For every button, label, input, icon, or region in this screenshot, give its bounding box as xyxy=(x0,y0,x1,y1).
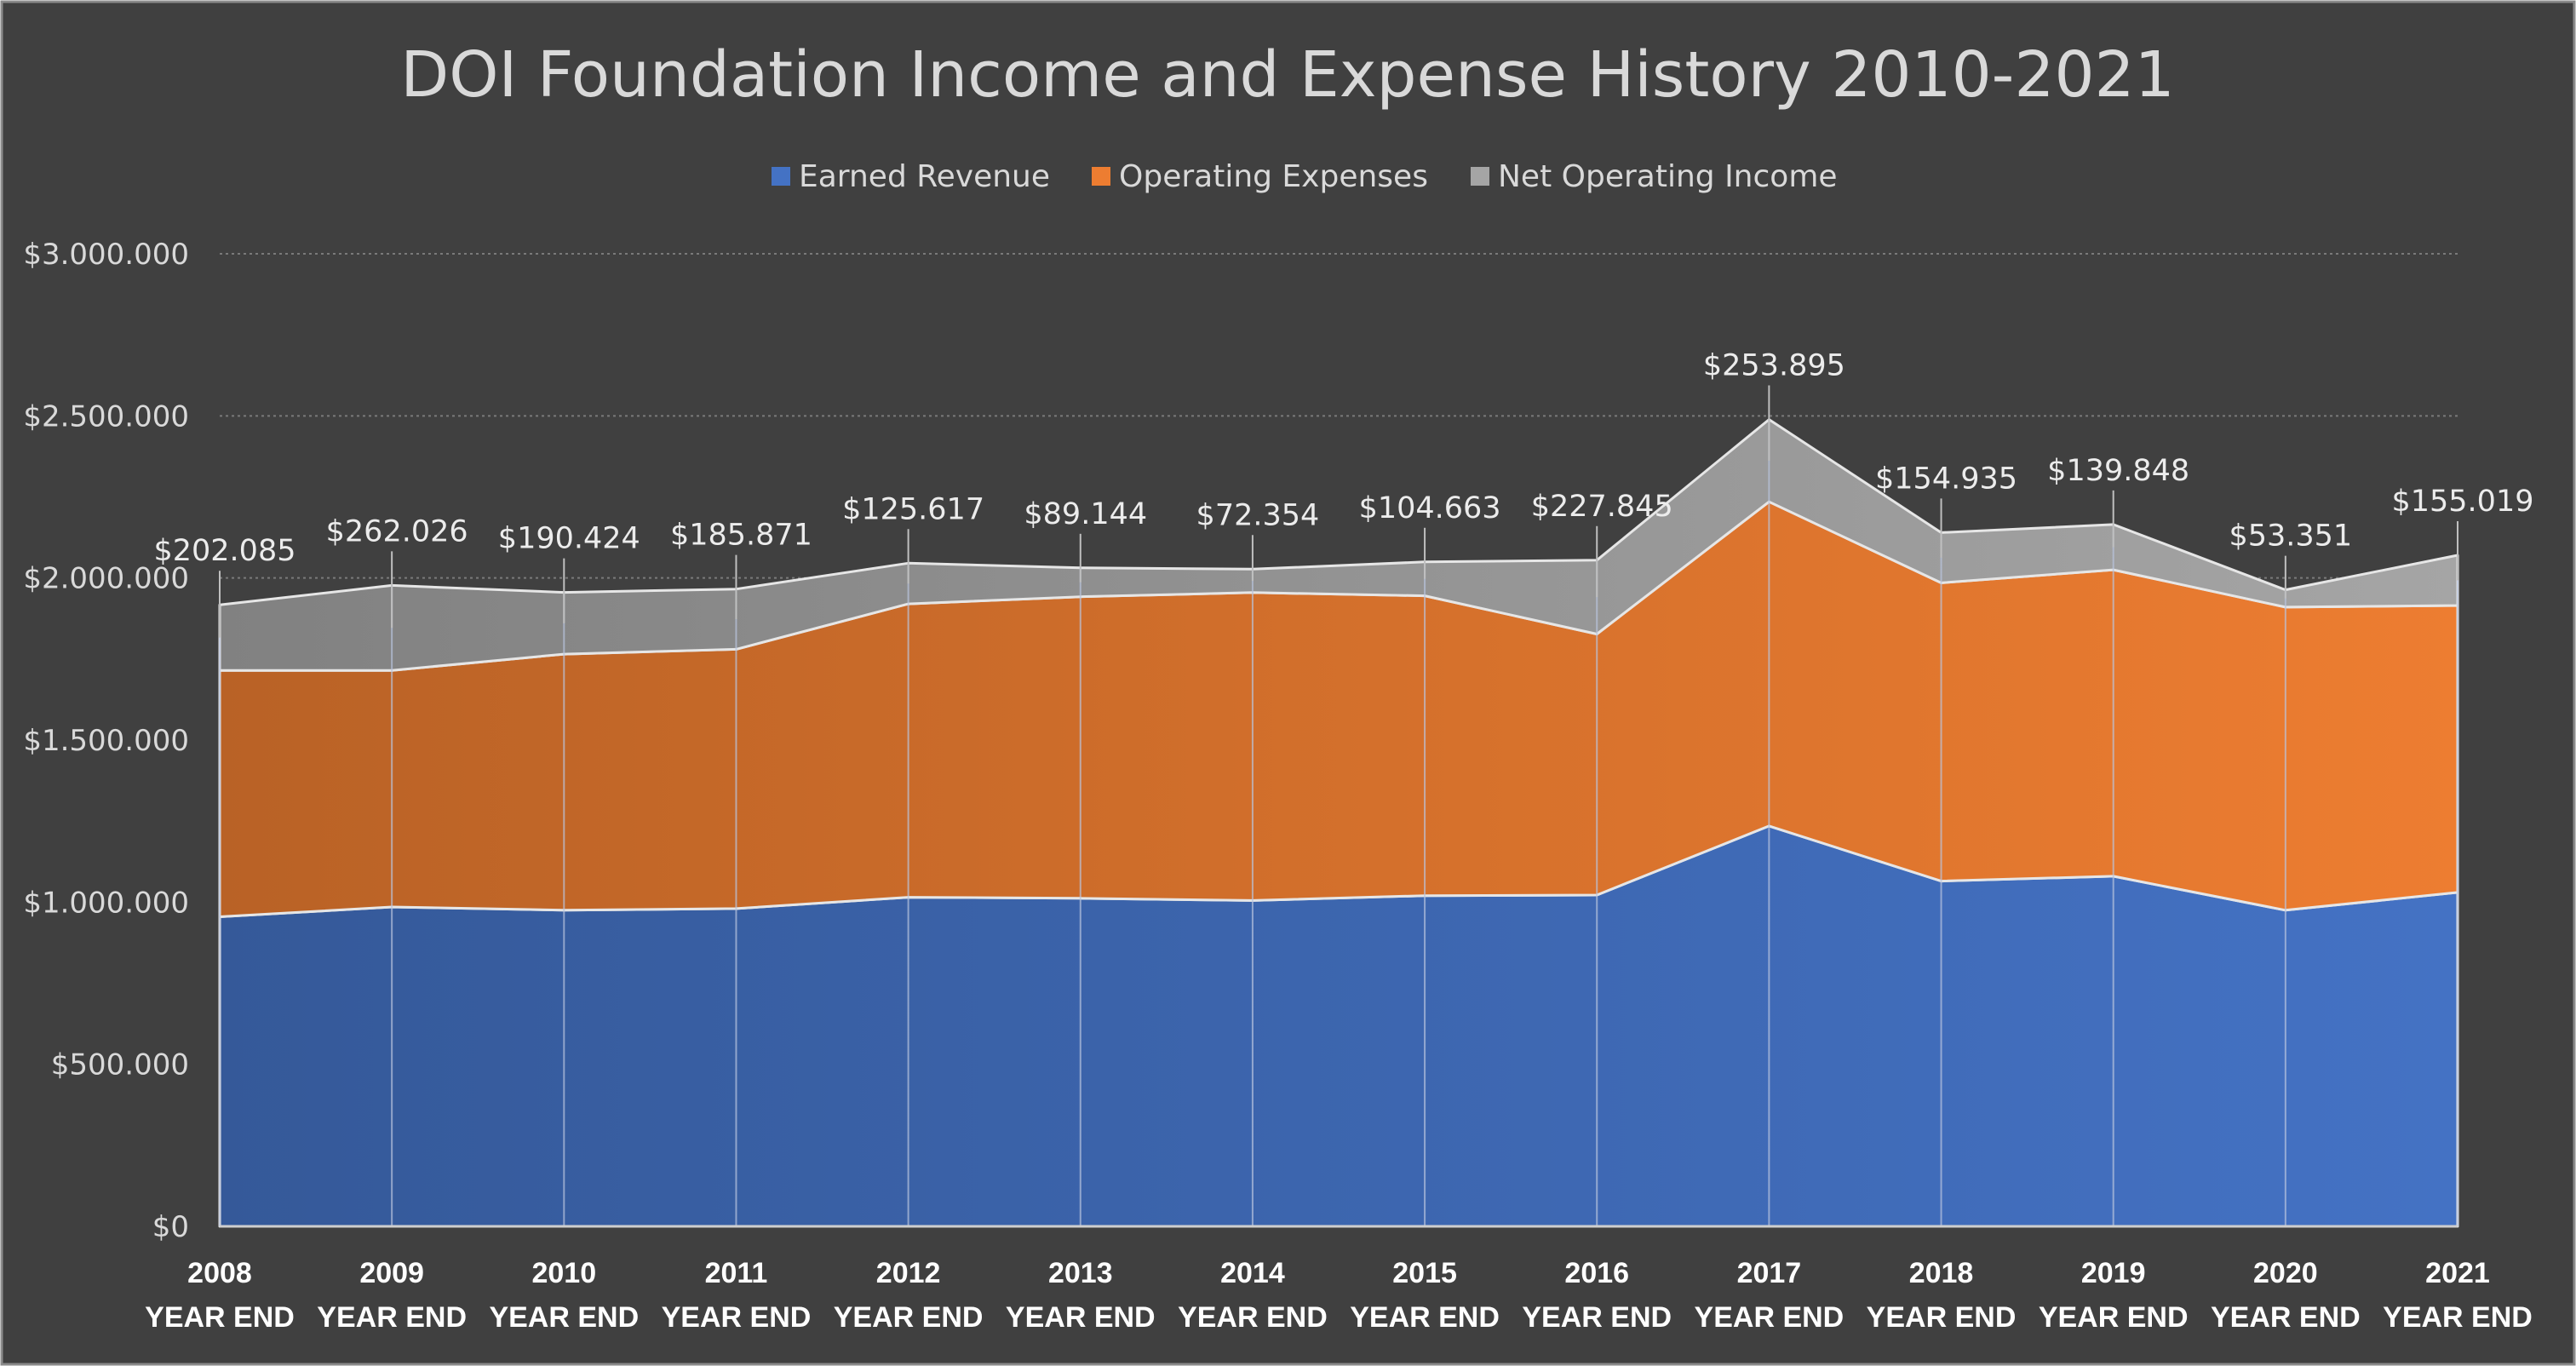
legend-item-operating-expenses[interactable]: Operating Expenses xyxy=(1092,159,1428,194)
x-tick-sublabel: YEAR END xyxy=(317,1301,467,1334)
data-label: $155.019 xyxy=(2391,485,2533,519)
data-label: $154.935 xyxy=(1875,462,2017,496)
x-tick-year: 2018 xyxy=(1909,1257,1974,1289)
chart-title: DOI Foundation Income and Expense Histor… xyxy=(400,38,2174,112)
data-label: $190.424 xyxy=(498,522,640,556)
legend-item-earned-revenue[interactable]: Earned Revenue xyxy=(772,159,1050,194)
legend: Earned Revenue Operating Expenses Net Op… xyxy=(772,159,1838,194)
x-tick-sublabel: YEAR END xyxy=(489,1301,639,1334)
x-tick-year: 2008 xyxy=(187,1257,252,1289)
x-tick-sublabel: YEAR END xyxy=(1006,1301,1156,1334)
legend-swatch-operating-expenses xyxy=(1092,167,1110,186)
x-tick-year: 2016 xyxy=(1564,1257,1629,1289)
x-tick-sublabel: YEAR END xyxy=(1350,1301,1500,1334)
data-label: $202.085 xyxy=(153,534,295,568)
legend-item-net-operating-income[interactable]: Net Operating Income xyxy=(1471,159,1838,194)
y-tick-label: $1.000.000 xyxy=(23,886,189,920)
legend-label-earned-revenue: Earned Revenue xyxy=(799,159,1050,194)
data-label: $139.848 xyxy=(2047,454,2189,488)
x-axis: 2008 YEAR END 2009 YEAR END 2010 YEAR END 2011… xyxy=(145,1257,2533,1334)
data-label: $262.026 xyxy=(326,514,468,548)
data-label: $53.351 xyxy=(2229,519,2352,554)
x-tick-sublabel: YEAR END xyxy=(1695,1301,1845,1334)
x-tick-sublabel: YEAR END xyxy=(834,1301,984,1334)
legend-swatch-earned-revenue xyxy=(772,167,790,186)
data-label: $185.871 xyxy=(670,519,812,553)
data-label: $125.617 xyxy=(842,492,984,526)
data-label: $72.354 xyxy=(1196,498,1320,532)
y-tick-label: $2.000.000 xyxy=(23,562,189,596)
x-tick-year: 2012 xyxy=(876,1257,941,1289)
data-label: $104.663 xyxy=(1359,491,1501,525)
x-tick-sublabel: YEAR END xyxy=(2383,1301,2533,1334)
category-dividers xyxy=(219,419,2458,1228)
data-label: $253.895 xyxy=(1703,349,1845,383)
y-tick-label: $500.000 xyxy=(51,1048,189,1082)
x-tick-year: 2010 xyxy=(531,1257,596,1289)
legend-swatch-net-operating-income xyxy=(1471,167,1489,186)
x-tick-sublabel: YEAR END xyxy=(1522,1301,1672,1334)
data-label: $89.144 xyxy=(1024,497,1147,531)
x-tick-year: 2021 xyxy=(2425,1257,2490,1289)
data-labels: $202.085 $262.026 $190.424 $185.871 $125.617… xyxy=(153,349,2534,638)
y-tick-label: $2.500.000 xyxy=(23,399,189,433)
y-tick-label: $3.000.000 xyxy=(23,238,189,272)
x-tick-year: 2011 xyxy=(705,1257,768,1289)
x-tick-sublabel: YEAR END xyxy=(2039,1301,2189,1334)
x-tick-sublabel: YEAR END xyxy=(2211,1301,2361,1334)
data-label: $227.845 xyxy=(1531,490,1673,524)
legend-label-net-operating-income: Net Operating Income xyxy=(1498,159,1838,194)
x-tick-year: 2014 xyxy=(1220,1257,1285,1289)
x-tick-sublabel: YEAR END xyxy=(1178,1301,1328,1334)
x-tick-year: 2019 xyxy=(2081,1257,2146,1289)
x-tick-year: 2020 xyxy=(2253,1257,2318,1289)
x-tick-sublabel: YEAR END xyxy=(662,1301,812,1334)
y-axis: $0 $500.000 $1.000.000 $1.500.000 $2.000.000… xyxy=(23,238,189,1244)
x-tick-year: 2009 xyxy=(359,1257,424,1289)
x-tick-sublabel: YEAR END xyxy=(1867,1301,2017,1334)
legend-label-operating-expenses: Operating Expenses xyxy=(1119,159,1428,194)
plot-areas xyxy=(218,418,2459,1228)
y-tick-label: $0 xyxy=(152,1210,189,1244)
y-tick-label: $1.500.000 xyxy=(23,724,189,758)
x-tick-year: 2017 xyxy=(1737,1257,1802,1289)
x-tick-sublabel: YEAR END xyxy=(145,1301,295,1334)
x-tick-year: 2013 xyxy=(1048,1257,1113,1289)
x-tick-year: 2015 xyxy=(1392,1257,1457,1289)
